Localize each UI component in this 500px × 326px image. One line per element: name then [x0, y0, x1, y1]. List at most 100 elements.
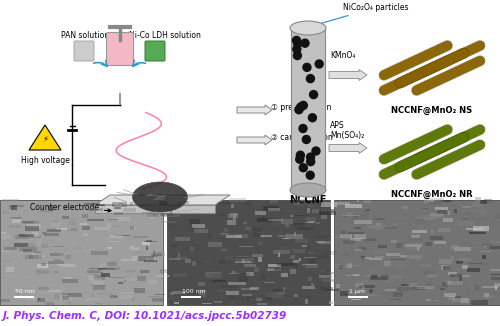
Bar: [393, 224, 398, 226]
Bar: [264, 291, 272, 293]
Bar: [420, 264, 430, 267]
Bar: [148, 296, 162, 297]
Bar: [146, 240, 152, 242]
Bar: [330, 301, 335, 304]
Bar: [14, 296, 34, 298]
Circle shape: [296, 151, 304, 159]
Bar: [134, 252, 147, 253]
Bar: [484, 246, 486, 247]
Bar: [252, 254, 264, 257]
Bar: [68, 293, 82, 298]
Bar: [340, 234, 352, 238]
Bar: [1, 299, 10, 302]
Bar: [462, 298, 469, 303]
Bar: [474, 285, 480, 290]
Bar: [226, 220, 235, 225]
Bar: [202, 295, 206, 297]
Bar: [142, 212, 155, 214]
Bar: [94, 227, 110, 230]
Bar: [430, 236, 442, 241]
Bar: [246, 272, 254, 276]
Bar: [1, 259, 11, 261]
Bar: [374, 250, 387, 254]
Bar: [322, 279, 336, 282]
Bar: [472, 212, 486, 216]
Bar: [294, 202, 300, 205]
Circle shape: [300, 101, 308, 110]
Bar: [346, 274, 359, 276]
Bar: [319, 212, 336, 215]
Bar: [308, 277, 312, 281]
Bar: [155, 252, 162, 256]
Text: High voltage: High voltage: [20, 156, 70, 165]
Bar: [238, 278, 248, 282]
Bar: [148, 301, 164, 305]
Circle shape: [306, 171, 314, 179]
Bar: [396, 243, 402, 248]
Bar: [225, 292, 238, 296]
Bar: [62, 216, 69, 219]
Bar: [322, 209, 335, 212]
Bar: [186, 289, 198, 294]
Bar: [448, 281, 450, 284]
Bar: [352, 299, 361, 300]
Ellipse shape: [132, 182, 188, 212]
Bar: [68, 221, 77, 226]
Bar: [398, 264, 402, 266]
Bar: [307, 205, 314, 207]
Bar: [308, 221, 315, 223]
Bar: [430, 213, 443, 216]
Bar: [392, 223, 407, 225]
Bar: [384, 261, 392, 266]
Bar: [474, 296, 489, 300]
Bar: [38, 287, 49, 289]
Bar: [218, 264, 230, 266]
Bar: [268, 264, 281, 267]
Bar: [296, 227, 312, 230]
Bar: [106, 203, 122, 208]
Bar: [340, 291, 347, 296]
Bar: [228, 249, 241, 251]
Bar: [385, 289, 396, 291]
Bar: [46, 229, 61, 232]
Bar: [330, 272, 336, 274]
Bar: [364, 275, 376, 276]
Bar: [126, 270, 136, 272]
Bar: [294, 223, 305, 226]
Bar: [12, 241, 14, 243]
Bar: [484, 293, 489, 297]
Bar: [344, 262, 356, 264]
Bar: [230, 213, 238, 215]
Bar: [198, 282, 205, 286]
Bar: [318, 241, 332, 244]
Bar: [428, 274, 437, 277]
Bar: [29, 236, 42, 238]
Bar: [324, 289, 339, 291]
Bar: [244, 227, 251, 230]
Bar: [278, 253, 280, 257]
Bar: [278, 292, 285, 293]
Text: NCCNF: NCCNF: [290, 195, 327, 205]
Bar: [82, 226, 90, 230]
Bar: [452, 298, 462, 302]
Text: ⚡: ⚡: [42, 135, 48, 143]
Bar: [295, 199, 306, 202]
Bar: [386, 280, 392, 283]
Bar: [123, 208, 136, 212]
Bar: [370, 275, 376, 278]
Bar: [36, 264, 48, 268]
Bar: [406, 250, 420, 251]
Bar: [320, 270, 324, 272]
Bar: [466, 289, 473, 292]
Bar: [80, 223, 86, 225]
Bar: [244, 298, 259, 301]
Bar: [456, 260, 463, 263]
Bar: [338, 265, 342, 269]
Bar: [22, 221, 40, 224]
Bar: [472, 202, 483, 207]
Bar: [318, 274, 334, 278]
Bar: [308, 246, 310, 248]
Ellipse shape: [290, 21, 326, 35]
Bar: [450, 245, 459, 249]
Bar: [124, 280, 126, 282]
